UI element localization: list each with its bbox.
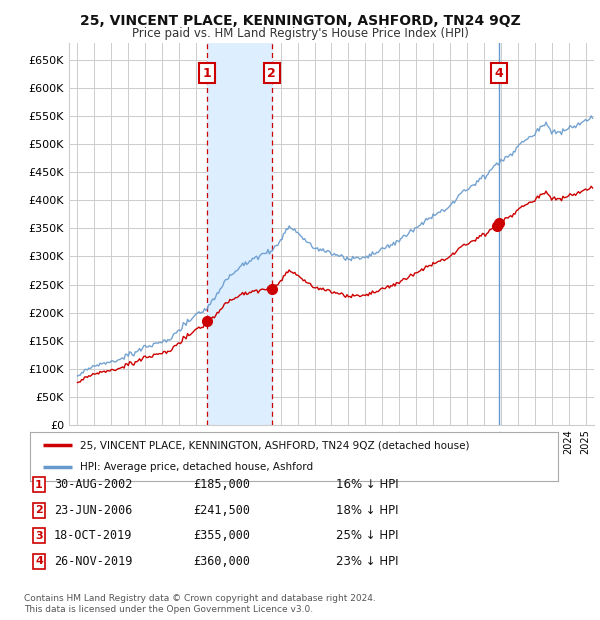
Text: £355,000: £355,000 — [193, 529, 251, 542]
Text: 2: 2 — [268, 66, 276, 79]
Text: £241,500: £241,500 — [193, 504, 251, 516]
Text: 25, VINCENT PLACE, KENNINGTON, ASHFORD, TN24 9QZ: 25, VINCENT PLACE, KENNINGTON, ASHFORD, … — [80, 14, 520, 28]
Text: 23-JUN-2006: 23-JUN-2006 — [54, 504, 132, 516]
Text: 25, VINCENT PLACE, KENNINGTON, ASHFORD, TN24 9QZ (detached house): 25, VINCENT PLACE, KENNINGTON, ASHFORD, … — [80, 440, 470, 450]
Text: HPI: Average price, detached house, Ashford: HPI: Average price, detached house, Ashf… — [80, 463, 313, 472]
Text: 1: 1 — [203, 66, 212, 79]
Text: 30-AUG-2002: 30-AUG-2002 — [54, 479, 132, 491]
Text: 18% ↓ HPI: 18% ↓ HPI — [336, 504, 398, 516]
Text: This data is licensed under the Open Government Licence v3.0.: This data is licensed under the Open Gov… — [24, 604, 313, 614]
Text: 18-OCT-2019: 18-OCT-2019 — [54, 529, 132, 542]
Text: 4: 4 — [35, 556, 43, 566]
Text: 23% ↓ HPI: 23% ↓ HPI — [336, 555, 398, 567]
Text: 4: 4 — [495, 66, 503, 79]
Text: 1: 1 — [35, 480, 43, 490]
Text: Contains HM Land Registry data © Crown copyright and database right 2024.: Contains HM Land Registry data © Crown c… — [24, 593, 376, 603]
Text: £185,000: £185,000 — [193, 479, 251, 491]
Bar — [208, 43, 272, 425]
Text: 26-NOV-2019: 26-NOV-2019 — [54, 555, 132, 567]
Text: 2: 2 — [35, 505, 43, 515]
Text: 16% ↓ HPI: 16% ↓ HPI — [336, 479, 398, 491]
Text: Price paid vs. HM Land Registry's House Price Index (HPI): Price paid vs. HM Land Registry's House … — [131, 27, 469, 40]
Text: 25% ↓ HPI: 25% ↓ HPI — [336, 529, 398, 542]
Text: £360,000: £360,000 — [193, 555, 251, 567]
Text: 3: 3 — [35, 531, 43, 541]
